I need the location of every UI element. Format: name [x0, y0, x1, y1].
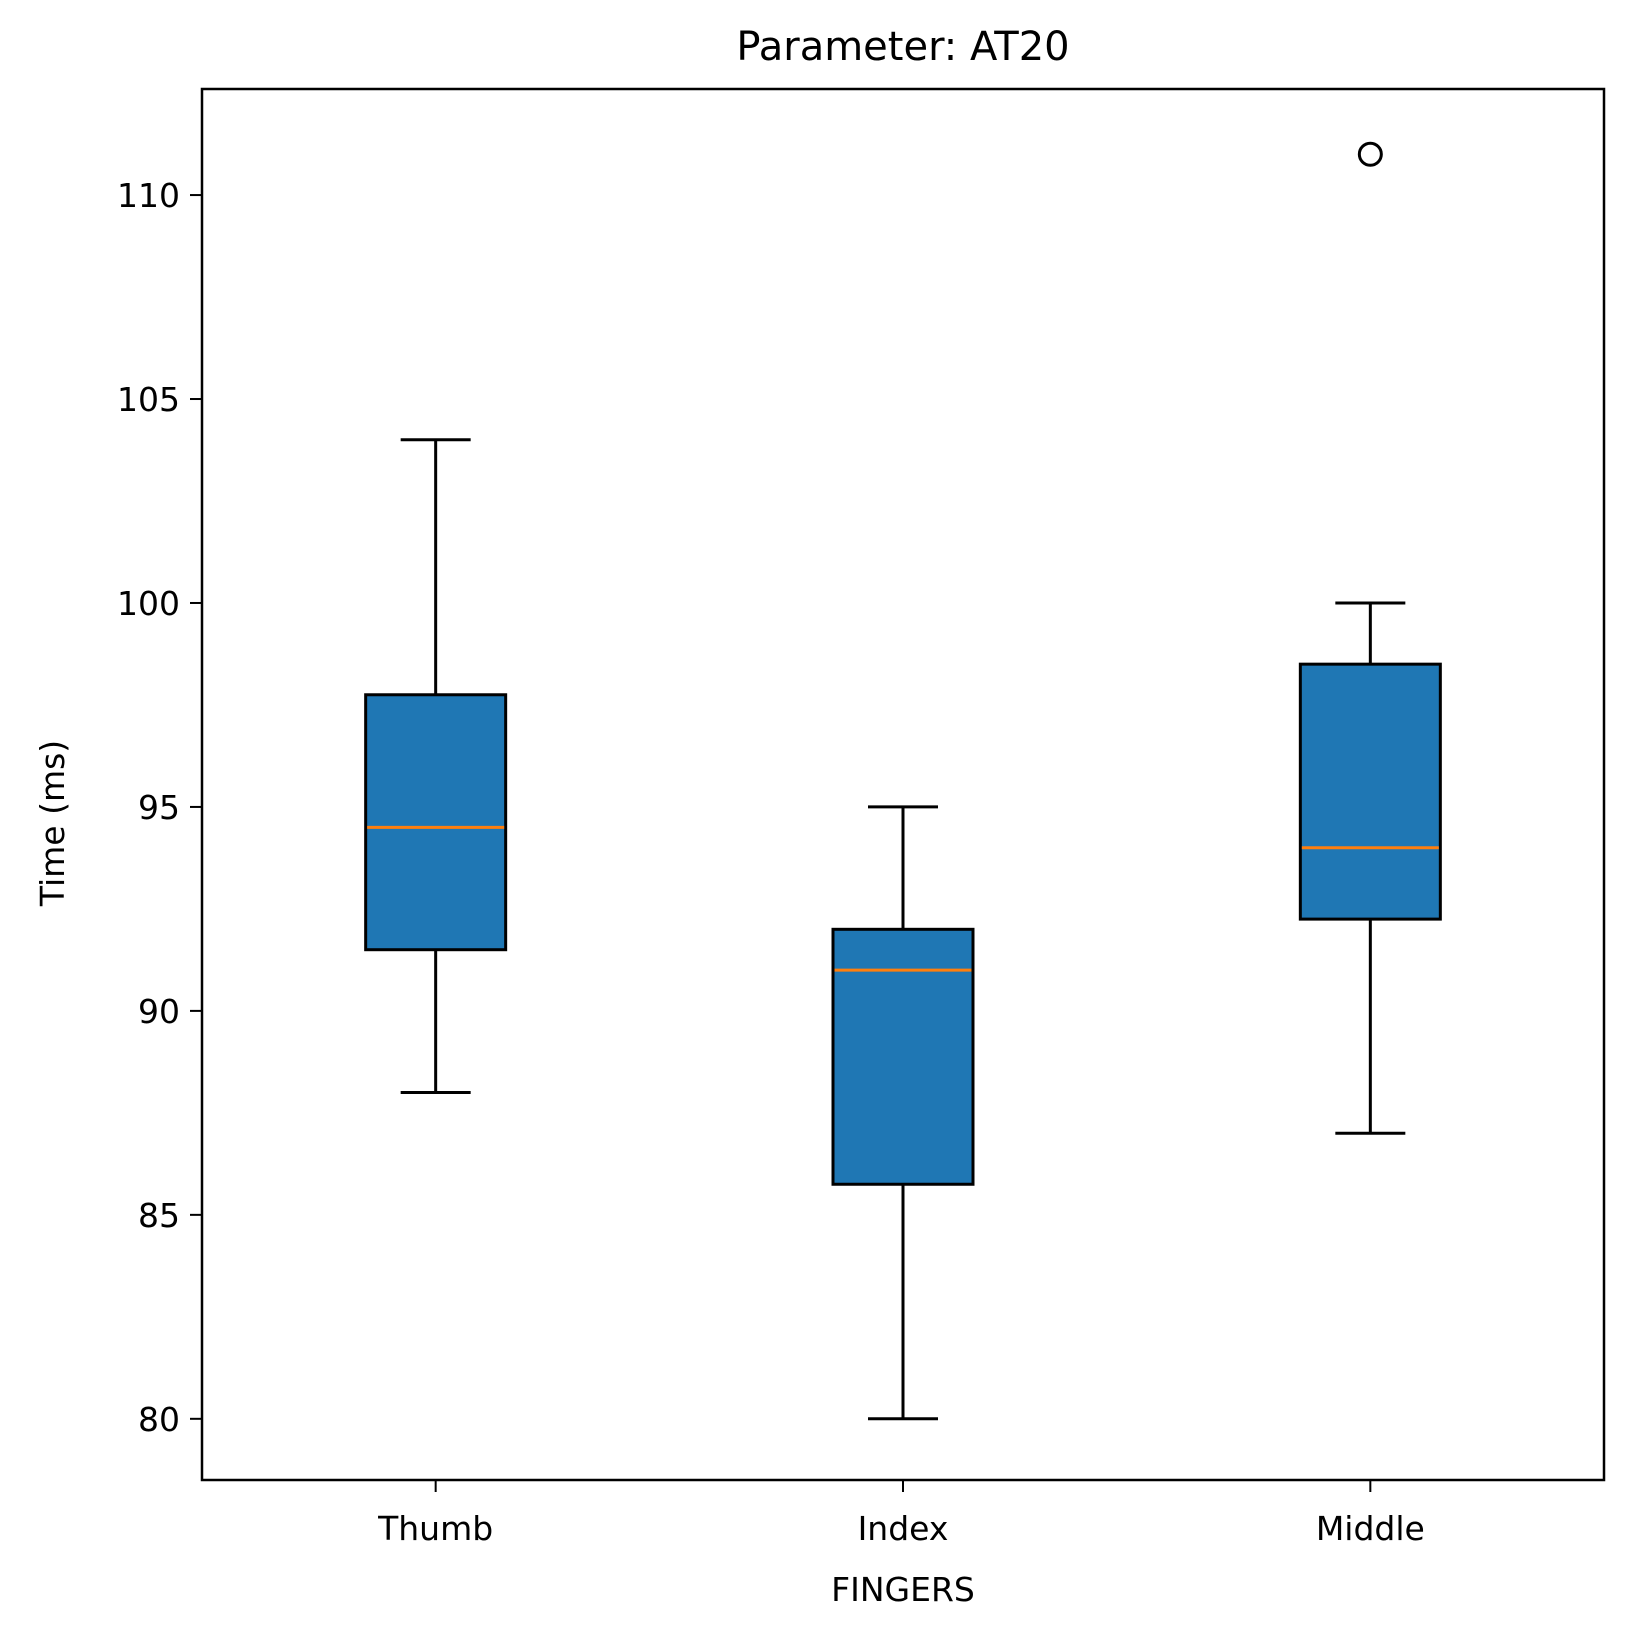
- box-middle: [1298, 662, 1442, 921]
- y-axis-label: Time (ms): [33, 740, 72, 907]
- box-thumb: [364, 693, 508, 952]
- y-tick-label-90: 90: [138, 992, 180, 1031]
- y-tick-label-95: 95: [138, 788, 180, 827]
- plot-frame: [200, 87, 1606, 1482]
- x-axis-label: FINGERS: [831, 1570, 975, 1609]
- y-tick-label-105: 105: [117, 380, 180, 419]
- x-tick-label-middle: Middle: [1316, 1509, 1425, 1548]
- box-index: [831, 927, 975, 1186]
- y-tick-label-80: 80: [138, 1400, 180, 1439]
- y-tick-label-100: 100: [117, 584, 180, 623]
- y-tick-label-85: 85: [138, 1196, 180, 1235]
- x-tick-label-thumb: Thumb: [377, 1509, 493, 1548]
- plot-area: Thumb Index Middle 80 85 90 95 100 105 110: [117, 87, 1606, 1548]
- chart-title: Parameter: AT20: [736, 24, 1069, 70]
- outlier-middle: [1357, 141, 1383, 167]
- x-tick-label-index: Index: [858, 1509, 949, 1548]
- y-tick-label-110: 110: [117, 176, 180, 215]
